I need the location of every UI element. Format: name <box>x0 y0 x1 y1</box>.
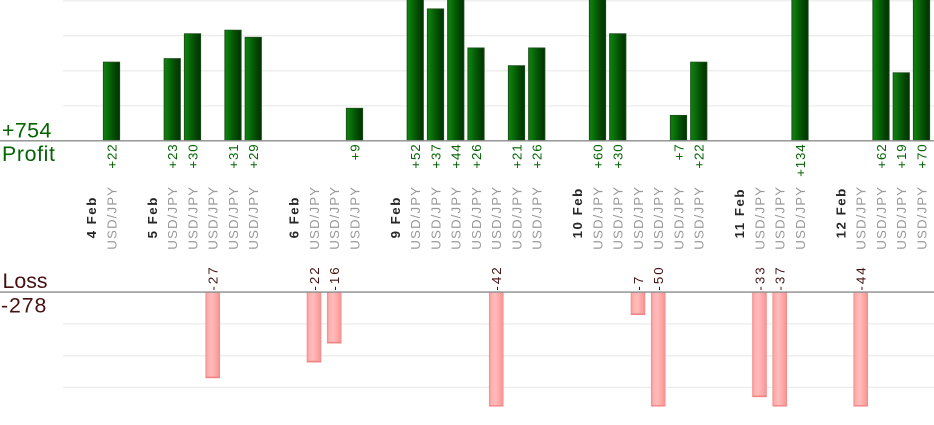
svg-text:USD/JPY: USD/JPY <box>631 186 646 250</box>
svg-text:+70: +70 <box>914 144 929 169</box>
svg-text:+52: +52 <box>408 144 423 169</box>
svg-text:USD/JPY: USD/JPY <box>671 186 686 250</box>
svg-text:USD/JPY: USD/JPY <box>165 186 180 250</box>
svg-text:USD/JPY: USD/JPY <box>773 186 788 250</box>
svg-text:USD/JPY: USD/JPY <box>611 186 626 250</box>
svg-text:5 Feb: 5 Feb <box>145 196 160 238</box>
svg-text:+754: +754 <box>2 118 52 142</box>
svg-text:+62: +62 <box>874 144 889 169</box>
svg-text:+23: +23 <box>165 144 180 169</box>
svg-text:USD/JPY: USD/JPY <box>651 186 666 250</box>
svg-text:+21: +21 <box>509 144 524 169</box>
svg-text:USD/JPY: USD/JPY <box>327 186 342 250</box>
svg-text:+44: +44 <box>449 144 464 169</box>
svg-text:USD/JPY: USD/JPY <box>590 186 605 250</box>
svg-text:+29: +29 <box>246 144 261 169</box>
svg-text:-37: -37 <box>773 265 788 290</box>
svg-text:-7: -7 <box>631 275 646 291</box>
svg-text:USD/JPY: USD/JPY <box>185 186 200 250</box>
svg-text:USD/JPY: USD/JPY <box>428 186 443 250</box>
svg-text:12 Feb: 12 Feb <box>833 187 848 238</box>
svg-text:9 Feb: 9 Feb <box>388 196 403 238</box>
svg-text:Loss: Loss <box>3 269 48 293</box>
svg-text:4 Feb: 4 Feb <box>84 196 99 238</box>
svg-text:-27: -27 <box>206 265 221 290</box>
svg-text:+26: +26 <box>469 144 484 169</box>
svg-text:USD/JPY: USD/JPY <box>408 186 423 250</box>
svg-text:USD/JPY: USD/JPY <box>692 186 707 250</box>
svg-text:+60: +60 <box>590 144 605 169</box>
svg-text:USD/JPY: USD/JPY <box>206 186 221 250</box>
svg-text:+19: +19 <box>894 144 909 169</box>
svg-text:USD/JPY: USD/JPY <box>449 186 464 250</box>
svg-text:USD/JPY: USD/JPY <box>894 186 909 250</box>
svg-text:USD/JPY: USD/JPY <box>104 186 119 250</box>
svg-text:+26: +26 <box>530 144 545 169</box>
svg-text:USD/JPY: USD/JPY <box>509 186 524 250</box>
svg-text:USD/JPY: USD/JPY <box>914 186 929 250</box>
svg-text:-33: -33 <box>752 265 767 290</box>
svg-text:10 Feb: 10 Feb <box>570 187 585 238</box>
svg-text:+22: +22 <box>692 144 707 169</box>
svg-text:-22: -22 <box>307 265 322 290</box>
svg-text:-16: -16 <box>327 265 342 290</box>
svg-text:+134: +134 <box>793 144 808 177</box>
svg-text:USD/JPY: USD/JPY <box>854 186 869 250</box>
svg-text:USD/JPY: USD/JPY <box>226 186 241 250</box>
svg-text:+30: +30 <box>185 144 200 169</box>
svg-text:-44: -44 <box>854 265 869 290</box>
svg-text:USD/JPY: USD/JPY <box>530 186 545 250</box>
svg-text:USD/JPY: USD/JPY <box>874 186 889 250</box>
svg-text:+7: +7 <box>671 144 686 161</box>
svg-text:+31: +31 <box>226 144 241 169</box>
svg-text:-278: -278 <box>1 294 47 318</box>
svg-text:USD/JPY: USD/JPY <box>469 186 484 250</box>
svg-text:+37: +37 <box>428 144 443 169</box>
svg-text:USD/JPY: USD/JPY <box>752 186 767 250</box>
svg-text:+30: +30 <box>611 144 626 169</box>
svg-text:Profit: Profit <box>2 142 56 166</box>
svg-text:6 Feb: 6 Feb <box>287 196 302 238</box>
svg-text:USD/JPY: USD/JPY <box>489 186 504 250</box>
svg-text:USD/JPY: USD/JPY <box>307 186 322 250</box>
svg-text:USD/JPY: USD/JPY <box>246 186 261 250</box>
svg-text:-50: -50 <box>651 265 666 290</box>
svg-text:-42: -42 <box>489 265 504 290</box>
svg-text:USD/JPY: USD/JPY <box>793 186 808 250</box>
svg-text:+9: +9 <box>347 144 362 161</box>
svg-text:USD/JPY: USD/JPY <box>347 186 362 250</box>
svg-text:+22: +22 <box>104 144 119 169</box>
svg-text:11 Feb: 11 Feb <box>732 188 747 238</box>
